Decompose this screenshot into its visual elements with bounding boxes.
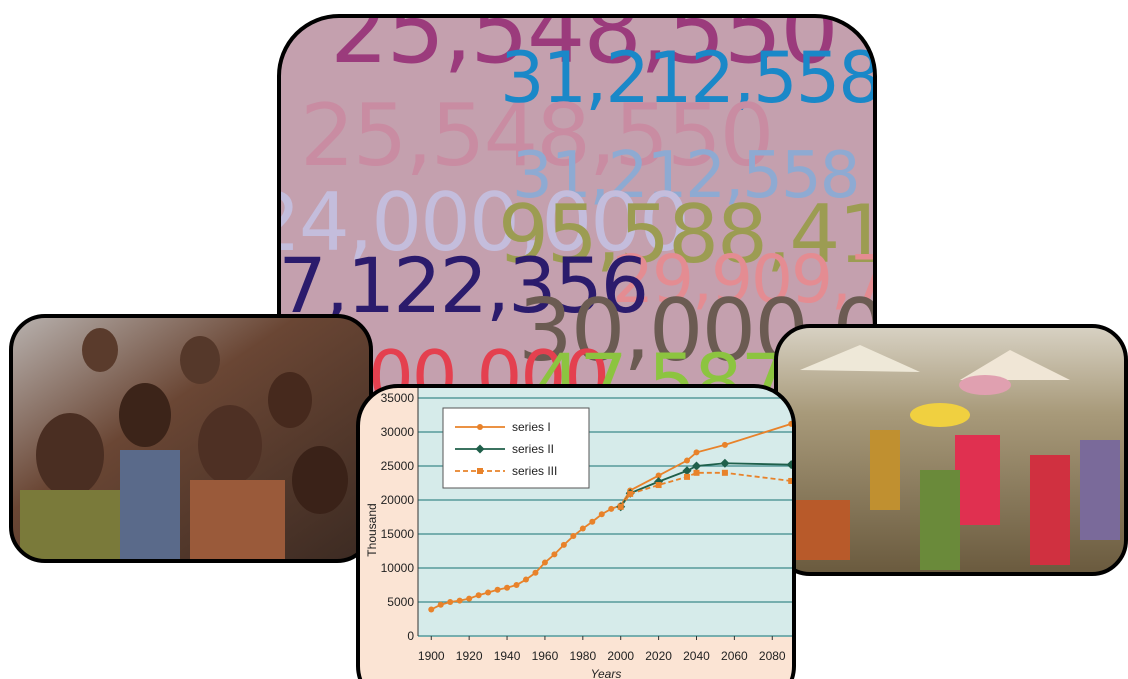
y-tick-label: 25000 bbox=[381, 459, 415, 473]
marker bbox=[599, 511, 605, 517]
marker bbox=[722, 470, 728, 476]
x-tick-label: 1940 bbox=[494, 649, 521, 663]
legend-label: series II bbox=[512, 442, 554, 456]
x-tick-label: 1920 bbox=[456, 649, 483, 663]
y-tick-label: 15000 bbox=[381, 527, 415, 541]
y-tick-label: 5000 bbox=[387, 595, 414, 609]
marker bbox=[542, 560, 548, 566]
x-tick-label: 1960 bbox=[532, 649, 559, 663]
marker bbox=[485, 589, 491, 595]
marker bbox=[466, 596, 472, 602]
marker bbox=[457, 598, 463, 604]
x-tick-label: 1900 bbox=[418, 649, 445, 663]
marker bbox=[438, 602, 444, 608]
x-tick-label: 2020 bbox=[645, 649, 672, 663]
photo-market bbox=[776, 326, 1126, 574]
legend-label: series I bbox=[512, 420, 551, 434]
y-axis-label: Thousand bbox=[365, 503, 379, 556]
marker bbox=[608, 506, 614, 512]
marker bbox=[580, 526, 586, 532]
marker bbox=[476, 592, 482, 598]
marker bbox=[570, 533, 576, 539]
marker bbox=[532, 570, 538, 576]
legend-label: series III bbox=[512, 464, 557, 478]
y-tick-label: 10000 bbox=[381, 561, 415, 575]
marker bbox=[428, 606, 434, 612]
marker bbox=[693, 470, 699, 476]
marker bbox=[514, 582, 520, 588]
marker bbox=[627, 491, 633, 497]
marker bbox=[618, 504, 624, 510]
marker bbox=[656, 482, 662, 488]
x-tick-label: 2080 bbox=[759, 649, 786, 663]
marker bbox=[684, 458, 690, 464]
marker bbox=[495, 587, 501, 593]
marker bbox=[589, 519, 595, 525]
legend: series I series II series III bbox=[443, 408, 589, 488]
y-tick-label: 35000 bbox=[381, 391, 415, 405]
marker bbox=[551, 551, 557, 557]
marker bbox=[561, 542, 567, 548]
marker bbox=[447, 599, 453, 605]
x-axis-label: Years bbox=[591, 667, 622, 679]
marker bbox=[504, 585, 510, 591]
y-tick-label: 20000 bbox=[381, 493, 415, 507]
x-tick-label: 1980 bbox=[569, 649, 596, 663]
y-tick-label: 30000 bbox=[381, 425, 415, 439]
x-tick-label: 2000 bbox=[607, 649, 634, 663]
marker bbox=[523, 577, 529, 583]
legend-marker bbox=[477, 468, 483, 474]
marker bbox=[722, 442, 728, 448]
marker bbox=[684, 474, 690, 480]
collage: 25,548,55031,212,55825,548,55031,212,558… bbox=[0, 0, 1128, 679]
chart-panel: 0 5000 10000 15000 20000 25000 30000 35000 1900 1… bbox=[358, 378, 796, 679]
x-tick-label: 2060 bbox=[721, 649, 748, 663]
x-tick-label: 2040 bbox=[683, 649, 710, 663]
photo-crowd bbox=[11, 316, 371, 570]
page: 25,548,55031,212,55825,548,55031,212,558… bbox=[0, 0, 1128, 679]
marker bbox=[693, 449, 699, 455]
legend-marker bbox=[477, 424, 483, 430]
y-tick-label: 0 bbox=[407, 629, 414, 643]
